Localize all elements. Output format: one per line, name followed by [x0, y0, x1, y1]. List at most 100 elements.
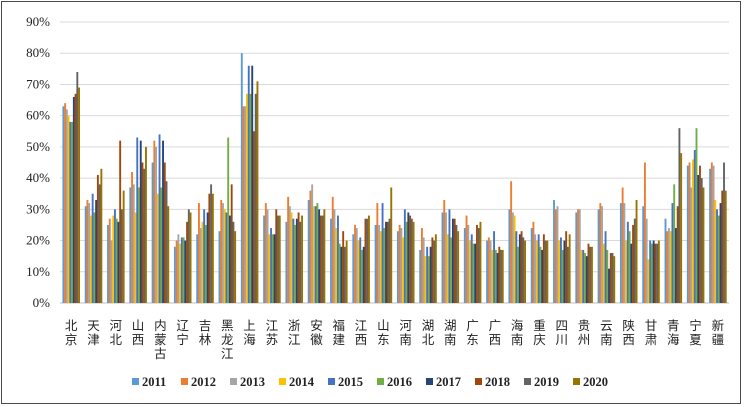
bar [84, 206, 87, 303]
bar [153, 140, 156, 303]
bar [510, 181, 513, 303]
x-tick-label: 新 [712, 318, 725, 333]
bar [420, 228, 423, 303]
bar [647, 259, 650, 303]
x-tick-label: 湖 [422, 318, 435, 333]
y-tick-label: 80% [26, 45, 50, 60]
bar [203, 209, 206, 303]
x-tick-label: 北 [422, 332, 435, 347]
bar [496, 253, 499, 303]
bar [426, 246, 429, 303]
bar [448, 209, 451, 303]
bar [717, 215, 720, 303]
legend-swatch [377, 378, 384, 385]
x-tick-label: 广 [489, 318, 502, 333]
x-tick-label: 京 [65, 332, 78, 347]
bar [112, 215, 115, 303]
bar [330, 218, 332, 303]
legend-label: 2017 [436, 375, 461, 389]
bar [424, 256, 427, 303]
bar [578, 209, 581, 303]
bar [160, 187, 163, 303]
x-tick-label: 西 [355, 332, 368, 347]
bar [601, 206, 604, 303]
bar [368, 215, 370, 303]
bar [96, 174, 99, 303]
bar [434, 234, 437, 303]
bar [626, 221, 629, 303]
bar [690, 187, 693, 303]
bar [645, 218, 648, 303]
bar [643, 162, 646, 303]
bar [535, 240, 538, 303]
bar [314, 206, 317, 303]
y-tick-label: 70% [26, 76, 50, 91]
bar [517, 246, 520, 303]
bar [688, 162, 691, 303]
y-tick-label: 0% [33, 295, 51, 310]
y-tick-label: 50% [26, 139, 50, 154]
bar [251, 65, 254, 304]
bar [469, 240, 471, 303]
bar [180, 237, 183, 303]
bar [494, 249, 497, 303]
x-tick-label: 宁 [689, 318, 702, 333]
bar [407, 212, 410, 303]
legend-swatch [475, 378, 482, 385]
bar [719, 203, 722, 303]
bar [158, 134, 161, 303]
legend-swatch [426, 378, 433, 385]
bar [240, 53, 243, 303]
bar [465, 215, 468, 303]
bar [67, 115, 70, 303]
bar [100, 168, 103, 303]
bar [352, 234, 355, 303]
bar [311, 184, 314, 303]
bar [467, 224, 470, 303]
bar [182, 237, 185, 303]
bar [318, 209, 321, 303]
bar [446, 234, 449, 303]
x-tick-label: 南 [444, 332, 457, 347]
bar [385, 221, 387, 303]
bar [650, 243, 653, 303]
x-tick-label: 西 [622, 332, 635, 347]
bar [501, 249, 504, 303]
bar [177, 234, 180, 303]
bar [114, 209, 116, 303]
x-tick-label: 建 [332, 332, 345, 347]
bar [532, 221, 535, 303]
bar [699, 165, 701, 303]
bar [537, 234, 540, 303]
bar [676, 206, 679, 303]
bar [273, 234, 276, 303]
bar [388, 218, 391, 303]
bar [340, 246, 343, 303]
bar [165, 181, 168, 303]
bar [253, 131, 255, 303]
bar [201, 221, 204, 303]
bar [692, 159, 694, 303]
bar [122, 190, 125, 303]
bar [422, 237, 425, 303]
legend-label: 2011 [142, 375, 166, 389]
bar [702, 187, 705, 303]
bar [210, 184, 213, 303]
bar [227, 137, 230, 303]
bar [93, 212, 96, 303]
bar [678, 128, 681, 303]
bar [72, 96, 75, 304]
bar [275, 209, 278, 303]
bar [242, 106, 245, 303]
bar [591, 246, 593, 303]
x-tick-label: 河 [109, 318, 122, 333]
bar [361, 249, 363, 303]
legend-label: 2019 [534, 375, 559, 389]
x-tick-label: 浙 [288, 318, 301, 333]
bar [433, 240, 436, 303]
bar [568, 234, 571, 303]
bar [602, 243, 605, 303]
bar [270, 228, 272, 303]
